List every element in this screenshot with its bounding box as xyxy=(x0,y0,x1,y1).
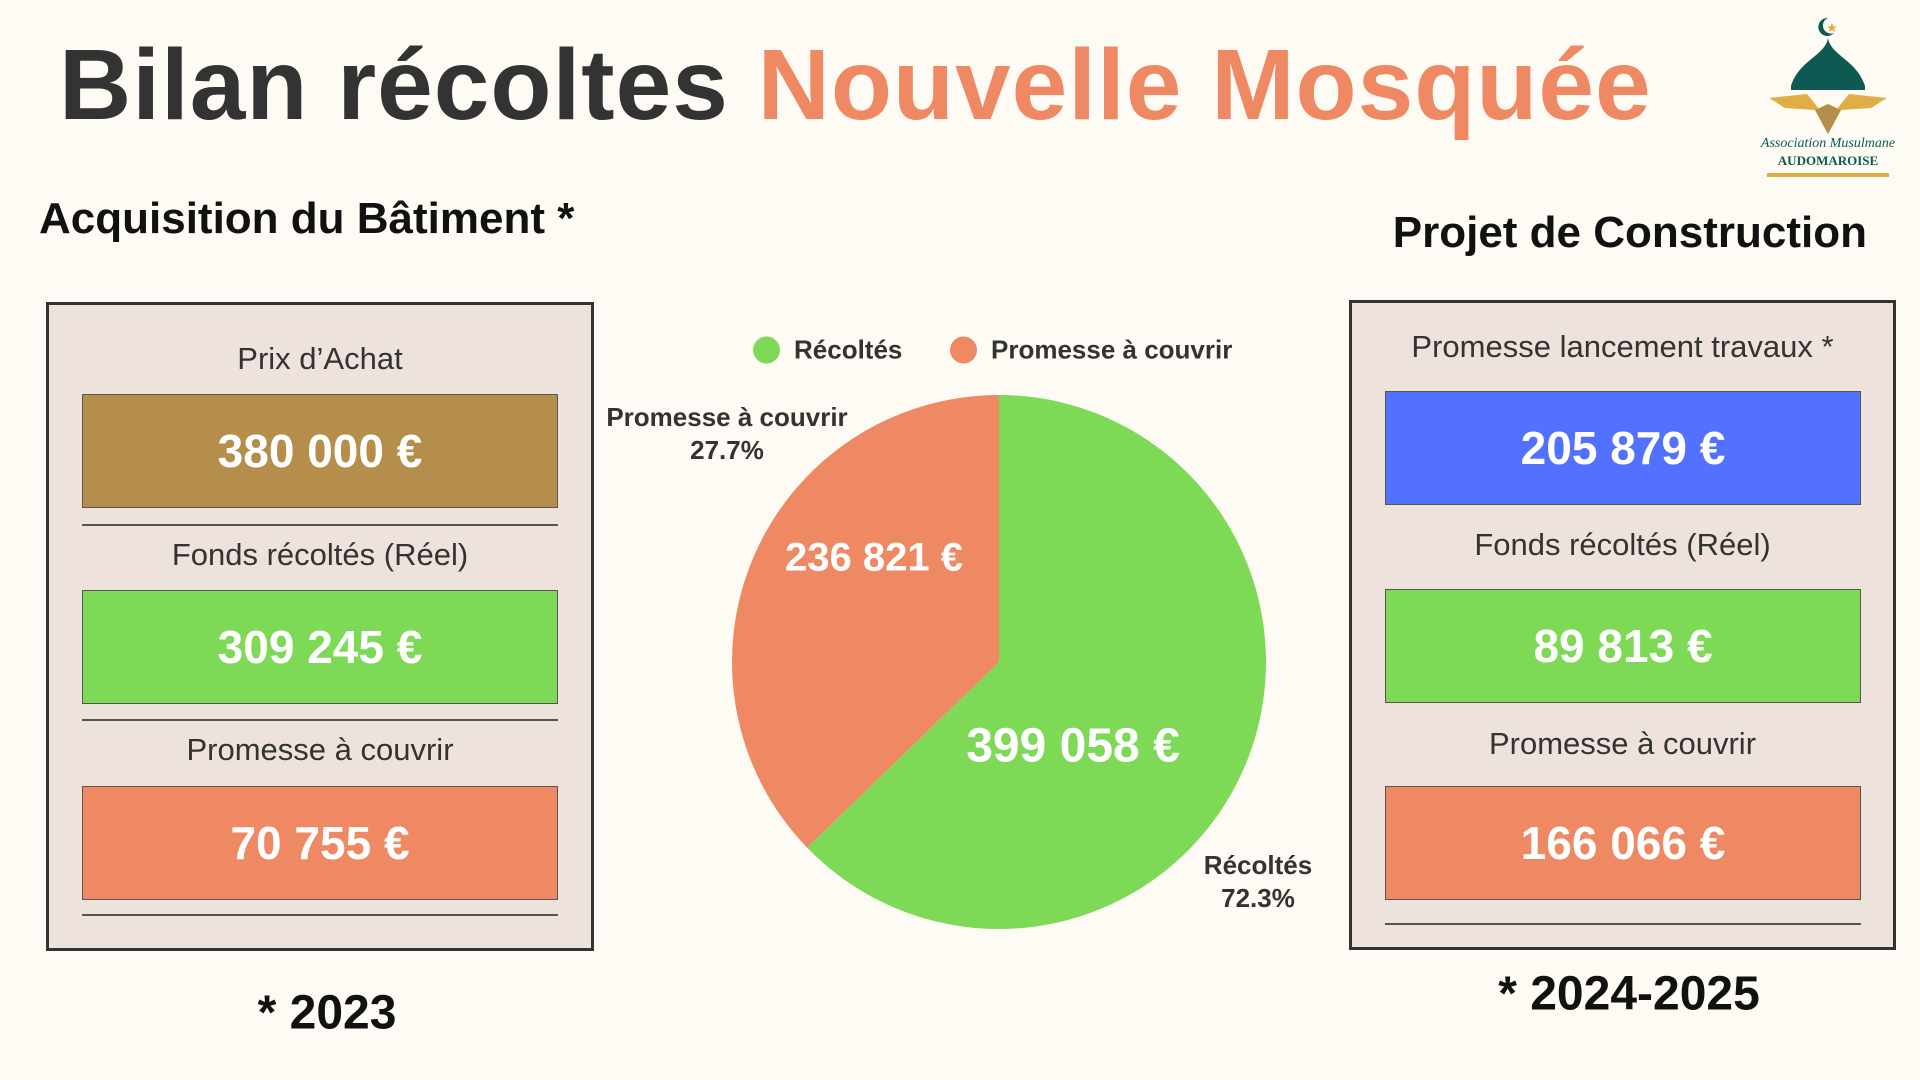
logo: Association Musulmane AUDOMAROISE xyxy=(1739,8,1917,180)
divider xyxy=(82,914,558,916)
left-footnote: * 2023 xyxy=(257,986,397,1040)
legend-item-collected: Récoltés xyxy=(753,335,902,366)
left-section-title: Acquisition du Bâtiment * xyxy=(39,194,575,243)
slice-name: Promesse à couvrir xyxy=(606,402,848,432)
divider xyxy=(1385,923,1861,925)
slice-percent: 72.3% xyxy=(1221,883,1295,913)
left-label-0: Prix d’Achat xyxy=(237,341,403,376)
left-label-2: Promesse à couvrir xyxy=(186,732,454,767)
legend-swatch xyxy=(753,336,780,364)
construction-remaining-value: 166 066 € xyxy=(1385,786,1861,900)
slice-value-pledge: 236 821 € xyxy=(785,535,963,580)
mosque-dome-book-icon: Association Musulmane AUDOMAROISE xyxy=(1760,17,1895,177)
slice-value-collected: 399 058 € xyxy=(966,719,1180,773)
construction-panel: Promesse lancement travaux * 205 879 € F… xyxy=(1349,300,1896,950)
pie-outer-label-collected: Récoltés 72.3% xyxy=(1204,849,1312,915)
page-title: Bilan récoltes Nouvelle Mosquée xyxy=(59,28,1652,143)
title-part-1: Bilan récoltes xyxy=(59,29,729,141)
legend-item-pledge: Promesse à couvrir xyxy=(950,335,1232,366)
acquisition-panel: Prix d’Achat 380 000 € Fonds récoltés (R… xyxy=(46,302,594,951)
legend-label: Promesse à couvrir xyxy=(991,334,1233,365)
construction-collected-value: 89 813 € xyxy=(1385,589,1861,703)
pie-slice-pledge xyxy=(732,395,999,848)
slice-name: Récoltés xyxy=(1203,850,1313,880)
title-part-2: Nouvelle Mosquée xyxy=(757,29,1652,141)
logo-line-2: AUDOMAROISE xyxy=(1778,153,1878,168)
pledge-remaining-value: 70 755 € xyxy=(82,786,558,900)
legend-swatch xyxy=(950,336,977,364)
left-label-1: Fonds récoltés (Réel) xyxy=(171,537,469,572)
slice-percent: 27.7% xyxy=(690,435,764,465)
pie-slice-collected xyxy=(807,395,1266,929)
right-footnote: * 2024-2025 xyxy=(1498,967,1760,1021)
legend-label: Récoltés xyxy=(794,334,903,365)
collected-funds-value: 309 245 € xyxy=(82,590,558,704)
logo-line-1: Association Musulmane xyxy=(1760,136,1895,151)
right-label-0: Promesse lancement travaux * xyxy=(1411,329,1834,364)
construction-pledge-value: 205 879 € xyxy=(1385,391,1861,505)
right-label-2: Promesse à couvrir xyxy=(1488,726,1757,761)
pie-outer-label-pledge: Promesse à couvrir 27.7% xyxy=(606,401,847,467)
divider xyxy=(82,524,558,526)
divider xyxy=(82,719,558,721)
right-label-1: Fonds récoltés (Réel) xyxy=(1474,527,1771,562)
right-section-title: Projet de Construction xyxy=(1392,208,1867,257)
purchase-price-value: 380 000 € xyxy=(82,394,558,508)
